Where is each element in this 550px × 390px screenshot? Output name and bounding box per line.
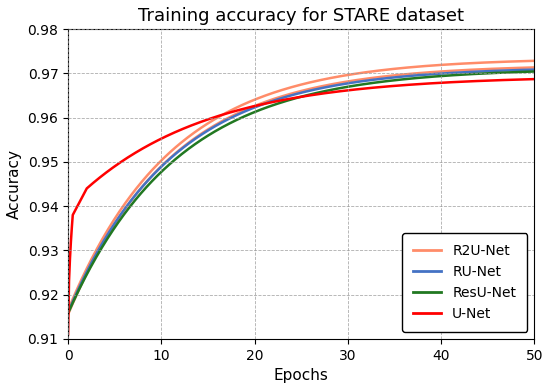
X-axis label: Epochs: Epochs xyxy=(274,368,329,383)
Legend: R2U-Net, RU-Net, ResU-Net, U-Net: R2U-Net, RU-Net, ResU-Net, U-Net xyxy=(402,233,527,332)
Title: Training accuracy for STARE dataset: Training accuracy for STARE dataset xyxy=(138,7,464,25)
Y-axis label: Accuracy: Accuracy xyxy=(7,149,22,219)
